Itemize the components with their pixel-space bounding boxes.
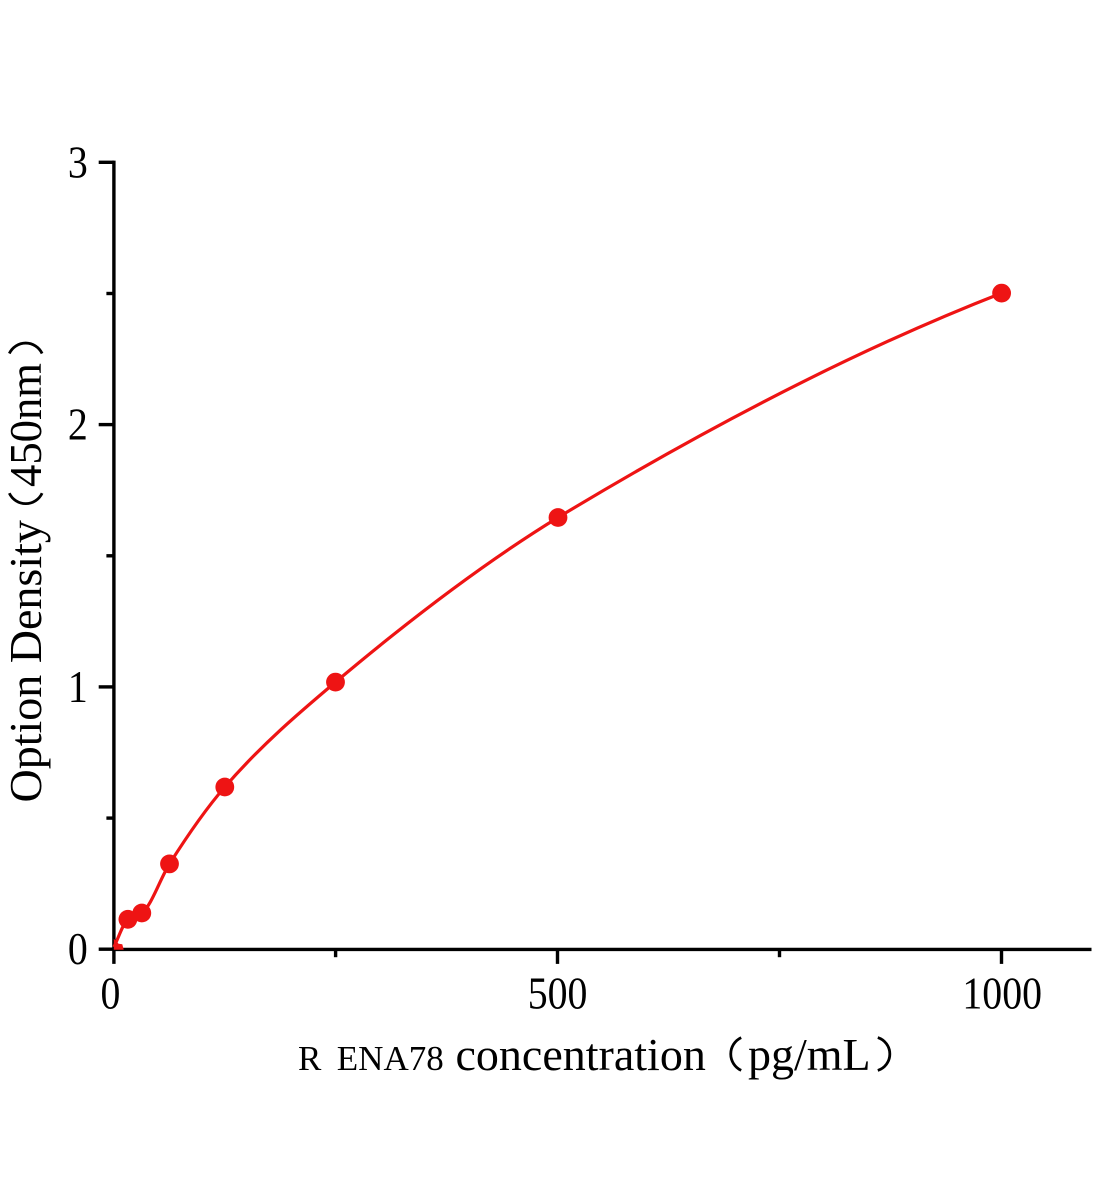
- svg-text:1: 1: [68, 661, 88, 712]
- svg-text:pg/mL: pg/mL: [748, 1029, 871, 1080]
- svg-text:Option Density: Option Density: [0, 520, 51, 802]
- svg-text:0: 0: [100, 968, 120, 1019]
- svg-text:concentration: concentration: [456, 1029, 706, 1080]
- svg-text:ENA78: ENA78: [337, 1039, 444, 1078]
- svg-text:1000: 1000: [962, 968, 1042, 1019]
- svg-text:500: 500: [528, 968, 588, 1019]
- svg-text:0: 0: [68, 923, 88, 974]
- svg-text:450nm: 450nm: [0, 363, 51, 487]
- svg-text:2: 2: [68, 399, 88, 450]
- svg-text:R: R: [298, 1039, 322, 1078]
- svg-text:3: 3: [68, 136, 88, 187]
